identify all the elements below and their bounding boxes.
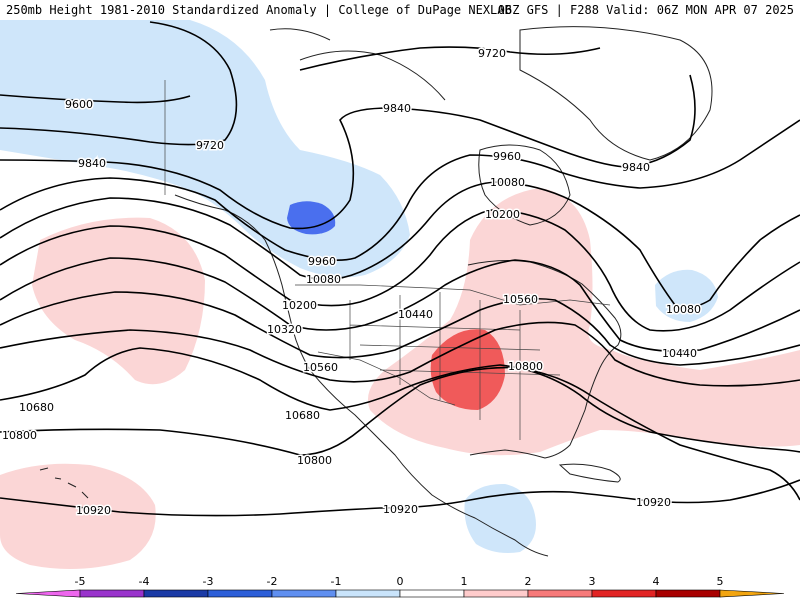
colorbar-tick-label: -2 [267, 575, 278, 588]
contour-label: 10440 [398, 308, 433, 321]
contour-label: 9840 [78, 157, 106, 170]
anomaly-colorbar: -5 -4 -3 -2 -1 0 1 2 3 4 5 [0, 575, 800, 600]
contour-label: 10200 [282, 299, 317, 312]
colorbar-segment [463, 589, 529, 598]
colorbar-segment [655, 589, 721, 598]
colorbar-tick-label: 4 [653, 575, 660, 588]
contour-label: 9720 [478, 47, 506, 60]
colorbar-tick-labels: -5 -4 -3 -2 -1 0 1 2 3 4 5 [75, 575, 724, 588]
border-us-canada [295, 284, 611, 306]
contour-label: 10080 [666, 303, 701, 316]
contour-10080 [0, 181, 800, 309]
contour-label: 10680 [285, 409, 320, 422]
coastline-greenland [519, 26, 713, 161]
contour-label: 10920 [636, 496, 671, 509]
height-contours [0, 21, 800, 517]
coastline-hawaii [39, 467, 89, 499]
colorbar-end-high [719, 589, 785, 598]
anomaly-area-hawaii [0, 463, 156, 569]
contour-label: 10800 [2, 429, 37, 442]
anomaly-area-east-pacific [32, 217, 205, 385]
colorbar-tick-label: 5 [717, 575, 724, 588]
contour-9720-north [299, 46, 601, 71]
contour-label: 9960 [493, 150, 521, 163]
contour-10800 [0, 366, 800, 501]
state-borders [349, 292, 561, 440]
colorbar-segment [591, 589, 657, 598]
contour-label: 10440 [662, 347, 697, 360]
contour-label: 10320 [267, 323, 302, 336]
colorbar-tick-label: -3 [203, 575, 214, 588]
colorbar-tick-label: -5 [75, 575, 86, 588]
coastline-hudson-bay [478, 144, 571, 226]
colorbar-end-low [15, 589, 81, 598]
colorbar-tick-label: -4 [139, 575, 150, 588]
colorbar-tick-label: 1 [461, 575, 468, 588]
contour-label: 10680 [19, 401, 54, 414]
anomaly-area-alaska-core [287, 201, 336, 235]
colorbar-segments [15, 589, 785, 598]
colorbar-segment [399, 589, 465, 598]
colorbar-segment [207, 589, 273, 598]
map-title: 250mb Height 1981-2010 Standardized Anom… [6, 3, 512, 17]
colorbar-segment [527, 589, 593, 598]
contour-label: 9840 [383, 102, 411, 115]
contour-label: 10080 [306, 273, 341, 286]
colorbar-segment [79, 589, 145, 598]
contour-label: 10920 [76, 504, 111, 517]
contour-label: 9600 [65, 98, 93, 111]
contour-label: 10800 [297, 454, 332, 467]
contour-10440 [0, 291, 800, 366]
coastline-cuba [558, 463, 621, 483]
positive-anomaly-shading [0, 188, 800, 569]
colorbar-segment [143, 589, 209, 598]
colorbar-tick-label: 2 [525, 575, 532, 588]
contour-10920 [0, 479, 800, 517]
contour-label: 9720 [196, 139, 224, 152]
contour-label: 9840 [622, 161, 650, 174]
coastlines [39, 26, 713, 557]
contour-9720-west [0, 21, 238, 146]
contour-10560 [0, 321, 800, 387]
contour-label: 10560 [303, 361, 338, 374]
contour-9600 [0, 94, 191, 104]
contour-label: 10200 [485, 208, 520, 221]
contour-10200 [0, 209, 800, 332]
contour-label: 9960 [308, 255, 336, 268]
colorbar-segment [335, 589, 401, 598]
contour-label-group: 9600 9720 9720 9840 9840 9840 9960 9960 … [1, 46, 703, 519]
contour-10320 [0, 257, 800, 353]
colorbar-tick-label: 0 [397, 575, 404, 588]
negative-anomaly-shading [0, 20, 718, 553]
contour-label: 10800 [508, 360, 543, 373]
colorbar-tick-label: 3 [589, 575, 596, 588]
contour-9840-west [0, 74, 696, 230]
contour-label: 10920 [383, 503, 418, 516]
colorbar-segment [271, 589, 337, 598]
header-bar: 250mb Height 1981-2010 Standardized Anom… [0, 0, 800, 20]
contour-9960 [0, 119, 800, 262]
colorbar-tick-label: -1 [331, 575, 342, 588]
model-valid-time: 06Z GFS | F288 Valid: 06Z MON APR 07 202… [497, 3, 794, 17]
contour-10680 [0, 347, 800, 453]
anomaly-area-central-america [464, 483, 536, 553]
contour-label: 10080 [490, 176, 525, 189]
contour-label: 10560 [503, 293, 538, 306]
anomaly-area-newfoundland [655, 269, 718, 322]
anomaly-area-central-us [367, 188, 800, 456]
